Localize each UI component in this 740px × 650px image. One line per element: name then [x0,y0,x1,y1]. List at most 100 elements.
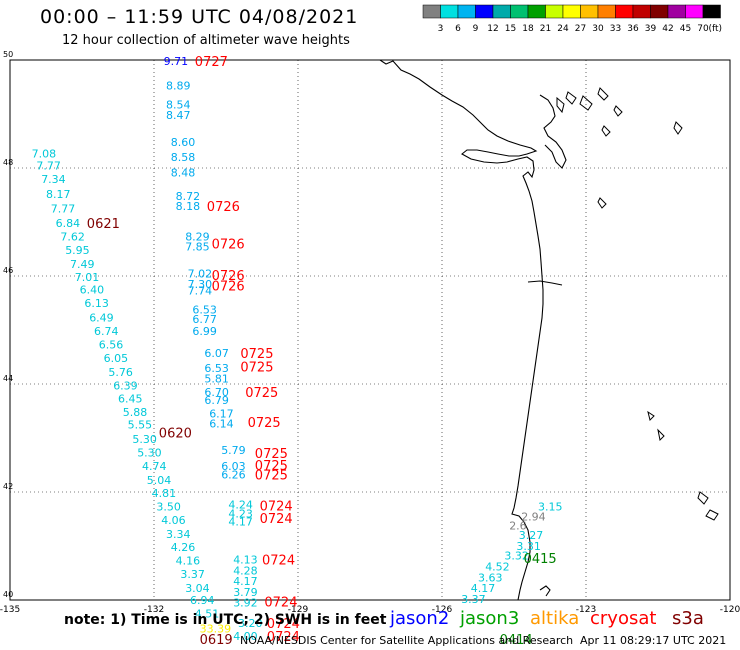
wave-height-value: 6.84 [56,217,81,230]
pass-time-label: 0621 [87,217,120,232]
wave-height-value: 4.51 [195,608,220,621]
wave-height-value: 8.58 [171,151,196,164]
wave-height-value: 5.55 [128,419,153,432]
wave-height-value: 4.17 [471,582,496,595]
wave-height-value: 5.04 [147,474,172,487]
pass-time-labels: 0727062107260726072607260725072507250725… [87,55,557,648]
legend-jason2: jason2 [390,608,450,629]
timestamp-text: Apr 11 08:29:17 UTC 2021 [580,634,727,647]
colorbar-label: 42 [662,24,673,34]
pass-time-label: 0725 [245,386,278,401]
wave-height-value: 6.56 [99,339,124,352]
lat-tick-label: 44 [3,374,13,383]
wave-height-value: 8.29 [185,231,210,244]
colorbar-label: 33 [610,24,621,34]
wave-height-value: 8.60 [171,136,196,149]
colorbar-label: 39 [645,24,657,34]
wave-height-value: 4.06 [161,514,186,527]
wave-height-value: 8.48 [171,166,196,179]
wave-height-value: 8.47 [166,109,191,122]
lat-tick-label: 40 [3,590,13,599]
pass-time-label: 0724 [267,630,300,645]
colorbar-label: 36 [627,24,639,34]
colorbar-swatch [685,4,704,19]
wave-height-value: 3.15 [538,501,563,514]
island-9 [647,410,655,421]
pass-time-label: 0725 [248,416,281,431]
wave-height-value: 6.45 [118,393,143,406]
wave-height-value: 8.72 [176,190,201,203]
wave-height-value: 4.00 [233,630,258,643]
colorbar-label: 30 [592,24,604,34]
wave-height-value: 5.81 [204,373,229,386]
wave-height-value: 3.37 [461,593,486,606]
lon-tick-label: -120 [720,605,740,615]
colorbar-swatch [510,4,529,19]
pass-time-label: 0725 [240,347,273,362]
colorbar-swatch [615,4,634,19]
island-6 [613,105,623,117]
wave-height-value: 7.01 [75,271,100,284]
colorbar-label: 15 [505,24,516,34]
pass-time-label: 0726 [212,238,245,253]
puget-sound-inlet [539,94,567,169]
wave-height-value: 6.14 [209,417,234,430]
wave-height-value: 6.53 [192,303,217,316]
wave-height-value: 6.74 [94,325,119,338]
wave-height-value: 6.26 [221,469,246,482]
island-4 [597,87,609,101]
island-12 [657,428,665,442]
pass-time-label: 0726 [207,200,240,215]
columbia-river [527,280,563,286]
colorbar-label: 27 [575,24,586,34]
wave-height-value: 6.03 [221,460,246,473]
wave-height-value: 5.76 [108,366,132,379]
wave-height-value: 3.50 [156,501,181,514]
wave-height-value: 7.74 [188,285,213,298]
island-1 [556,96,565,114]
wave-height-value: 5.95 [65,244,90,257]
pass-time-label: 0726 [212,280,245,295]
wave-height-value: 7.62 [60,231,85,244]
wave-height-value: 7.02 [188,267,213,280]
wave-height-value: 6.70 [204,386,229,399]
wave-height-value: 6.77 [192,313,217,326]
island-7 [673,121,683,135]
colorbar-label: 70 [697,24,709,34]
wave-height-value: 4.23 [228,508,253,521]
pass-time-label: 0725 [255,469,288,484]
pass-time-label: 0724 [260,512,293,527]
wave-height-value: 3.27 [519,529,544,542]
colorbar-swatch [632,4,651,19]
colorbar-swatch [422,4,441,19]
sf-bay [539,585,551,597]
map-frame [9,59,731,601]
colorbar-label: 24 [557,24,569,34]
wave-height-value: 6.05 [104,352,129,365]
legend-jason3: jason3 [460,608,520,629]
island-10 [697,491,709,505]
grid-lines [10,60,730,600]
lat-tick-label: 46 [3,266,13,275]
wave-height-value: 3.32 [504,550,529,563]
colorbar-label: 45 [680,24,691,34]
pass-time-label: 0619 [200,633,233,648]
wave-height-value: 2.6 [509,519,527,532]
colorbar-swatch [457,4,476,19]
colorbar-label: 12 [487,24,498,34]
colorbar-label: 21 [540,24,551,34]
wave-height-value: 4.26 [171,541,196,554]
wave-height-value: 4.74 [142,460,167,473]
note-text: note: 1) Time is in UTC; 2) SWH is in fe… [64,612,387,628]
wave-height-value: 4.28 [233,564,258,577]
legend-s3a: s3a [672,608,704,629]
wave-height-value: 7.34 [41,173,65,186]
lat-tick-label: 50 [3,50,13,59]
wave-height-value: 8.54 [166,98,191,111]
wave-height-value: 6.17 [209,408,234,421]
wave-height-value: 4.81 [152,487,177,500]
wave-height-value: 4.13 [233,554,258,567]
colorbar-swatch [527,4,546,19]
legend-altika: altika [530,608,580,629]
lon-tick-label: -123 [576,605,596,615]
